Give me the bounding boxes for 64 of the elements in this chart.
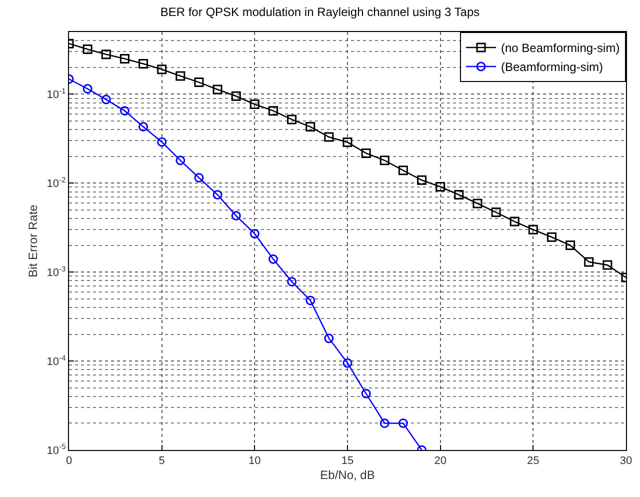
point [194, 172, 204, 182]
y-tick-label: 10$^{-2}$ [46, 175, 66, 190]
point [398, 418, 408, 428]
x-tick-label: 10 [248, 455, 261, 468]
point [380, 418, 390, 428]
point [250, 100, 260, 110]
x-tick-label: 25 [527, 455, 540, 468]
point [82, 44, 92, 54]
point [436, 182, 446, 192]
point [417, 175, 427, 185]
point [472, 198, 482, 208]
point [138, 122, 148, 132]
point [584, 257, 594, 267]
legend-label: (Beamforming-sim) [501, 60, 604, 74]
point [176, 156, 186, 166]
point [546, 232, 556, 242]
point [602, 260, 612, 270]
point [157, 64, 167, 74]
point [231, 210, 241, 220]
y-tick-label: 10$^{-4}$ [46, 353, 67, 368]
point [120, 54, 130, 64]
x-axis-title: Eb/No, dB [320, 468, 375, 482]
y-tick-label: 10$^{-5}$ [46, 442, 66, 457]
point [491, 208, 501, 218]
y-tick-label: 10$^{-1}$ [46, 86, 66, 102]
point [287, 114, 297, 124]
point [380, 156, 390, 166]
point [342, 358, 352, 368]
point [101, 94, 111, 104]
point [231, 91, 241, 101]
point [361, 388, 371, 398]
point [342, 138, 352, 148]
point [194, 78, 204, 88]
point [101, 50, 111, 60]
point [250, 228, 260, 238]
point [454, 190, 464, 200]
point [287, 276, 297, 286]
point [361, 148, 371, 158]
x-tick-label: 0 [66, 455, 72, 468]
point [138, 58, 148, 68]
point [324, 132, 334, 142]
y-tick-label: 10$^{-3}$ [46, 264, 66, 279]
point [268, 254, 278, 264]
point [82, 84, 92, 94]
point [324, 334, 334, 344]
point [566, 240, 576, 250]
point [306, 122, 316, 132]
point [212, 190, 222, 200]
point [306, 296, 316, 306]
y-axis-title: Bit Error Rate [26, 204, 40, 278]
point [157, 137, 167, 147]
point [510, 216, 520, 226]
x-tick-label: 15 [341, 455, 354, 468]
x-tick-label: 5 [158, 455, 165, 468]
point [268, 106, 278, 116]
x-tick-label: 30 [620, 455, 632, 468]
point [398, 166, 408, 176]
point [120, 106, 130, 116]
point [528, 224, 538, 234]
point [212, 84, 222, 94]
legend-label: (no Beamforming-sim) [501, 41, 620, 56]
chart-title: BER for QPSK modulation in Rayleigh channel using 3 Taps [160, 4, 480, 19]
x-tick-label: 20 [434, 455, 446, 468]
point [176, 71, 186, 81]
